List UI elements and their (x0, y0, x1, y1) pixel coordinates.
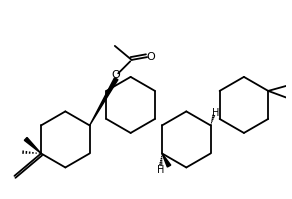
Text: H: H (157, 165, 164, 175)
Polygon shape (24, 138, 41, 153)
Text: O: O (112, 70, 121, 80)
Text: H: H (212, 108, 219, 118)
Polygon shape (90, 78, 118, 125)
Text: O: O (146, 52, 155, 62)
Polygon shape (162, 153, 171, 167)
